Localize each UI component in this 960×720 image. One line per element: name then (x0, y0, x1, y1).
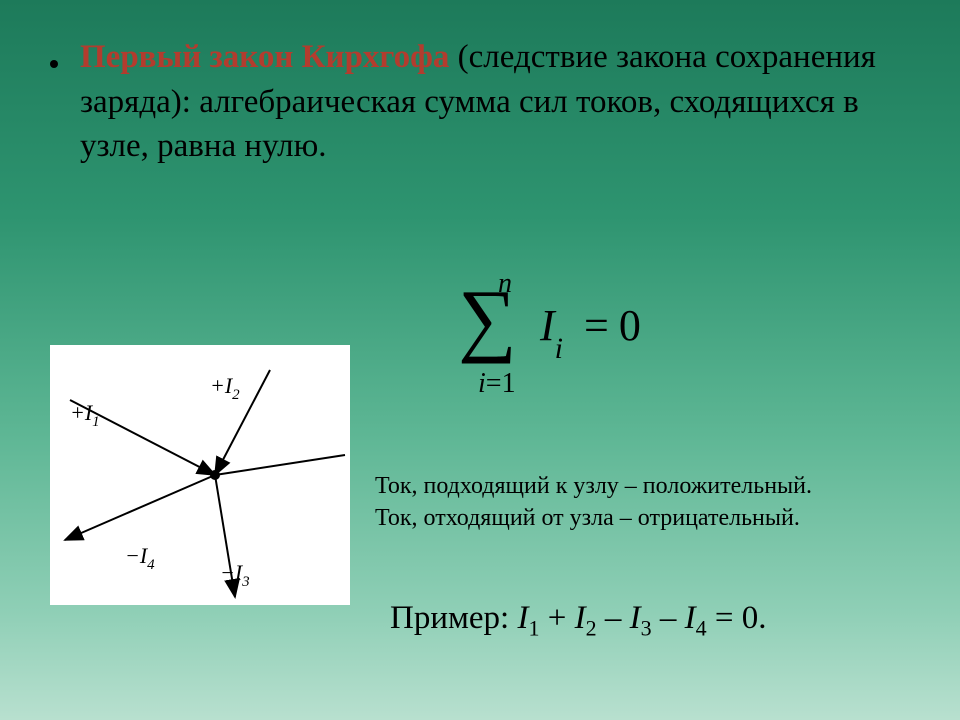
svg-text:+I1: +I1 (70, 400, 100, 430)
formula-body: Ii =0 (540, 300, 641, 358)
law-title: Первый закон Кирхгофа (80, 39, 449, 75)
sign-convention: Ток, подходящий к узлу – положительный. … (375, 470, 812, 535)
svg-text:−I3: −I3 (220, 560, 250, 590)
sum-lower: i=1 (478, 368, 516, 400)
caption-line1: Ток, подходящий к узлу – положительный. (375, 470, 812, 502)
caption-line2: Ток, отходящий от узла – отрицательный. (375, 502, 812, 534)
node-diagram: +I1 +I2 −I3 −I4 (50, 345, 350, 605)
bullet (50, 60, 58, 68)
sigma-symbol: ∑ (458, 272, 516, 366)
svg-text:+I2: +I2 (210, 373, 240, 403)
example-equation: Пример: I1 + I2 – I3 – I4 = 0. (390, 600, 766, 642)
svg-text:−I4: −I4 (125, 543, 155, 573)
main-paragraph: Первый закон Кирхгофа (следствие закона … (0, 0, 960, 169)
